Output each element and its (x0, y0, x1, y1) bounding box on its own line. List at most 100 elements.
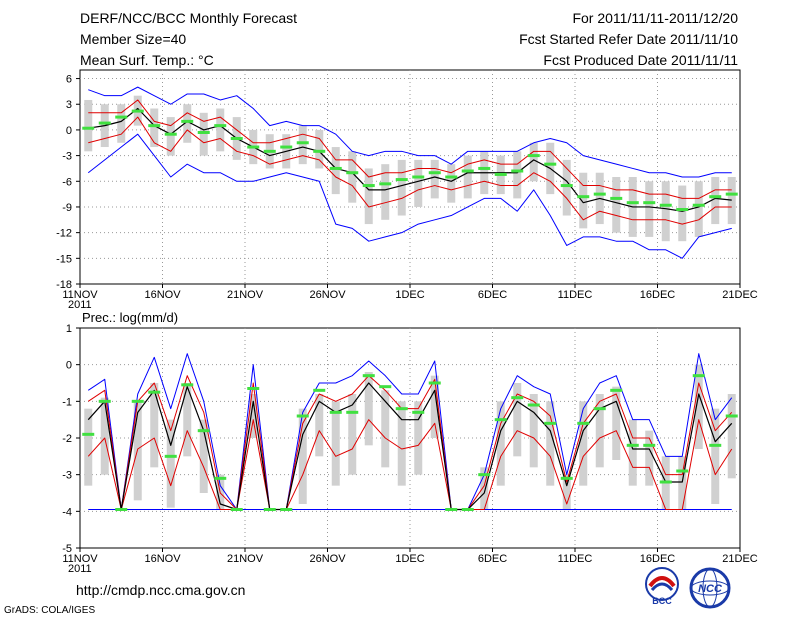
observed-marker (478, 166, 491, 170)
forecast-range: For 2011/11/11-2011/12/20 (572, 10, 738, 26)
header-right: For 2011/11/11-2011/12/20 Fcst Started R… (519, 10, 738, 73)
spread-box (480, 467, 489, 510)
spread-box (678, 456, 687, 510)
spread-box (348, 151, 357, 203)
y-tick-label: 6 (66, 74, 72, 86)
observed-marker (247, 145, 260, 149)
observed-marker (692, 203, 705, 207)
spread-box (612, 386, 621, 460)
spread-box (199, 419, 208, 493)
y-tick-label: 3 (66, 99, 72, 111)
spread-box (331, 147, 340, 195)
observed-marker (346, 171, 359, 175)
observed-marker (445, 175, 458, 179)
observed-marker (445, 508, 458, 511)
observed-marker (181, 119, 194, 123)
observed-marker (346, 410, 359, 414)
observed-marker (610, 196, 623, 200)
spread-box (381, 390, 390, 468)
observed-marker (709, 443, 722, 447)
observed-marker (82, 432, 95, 436)
member-size: Member Size=40 (80, 31, 187, 47)
observed-marker (296, 414, 309, 418)
ensemble-mean-line (88, 107, 732, 212)
observed-marker (610, 388, 623, 392)
x-tick-label: 11DEC (558, 553, 593, 565)
observed-marker (560, 476, 573, 480)
ensemble-min-line (87, 133, 732, 259)
x-tick-label: 21DEC (722, 289, 758, 301)
x-tick-label: 1DEC (395, 553, 424, 565)
y-tick-label: -1 (62, 396, 72, 408)
spread-box (579, 172, 588, 229)
spread-box (711, 177, 720, 225)
spread-box (381, 164, 390, 220)
bcc-logo-text: BCC (652, 596, 672, 606)
observed-marker (98, 121, 111, 125)
spread-box (249, 394, 258, 438)
spread-box (645, 181, 654, 237)
x-tick-label: 11NOV (62, 289, 98, 301)
x-tick-label: 11NOV (62, 553, 98, 565)
observed-marker (379, 182, 392, 186)
observed-marker (98, 399, 111, 403)
spread-box (463, 155, 472, 199)
spread-box (694, 364, 703, 449)
observed-marker (544, 162, 557, 166)
x-tick-label: 2011 (68, 299, 92, 311)
spread-box (183, 104, 192, 143)
spread-box (183, 383, 192, 457)
spread-box (166, 419, 175, 508)
variable-label: Mean Surf. Temp.: °C (80, 52, 214, 68)
spread-box (100, 397, 109, 475)
observed-marker (164, 132, 177, 136)
spread-box (414, 401, 423, 475)
spread-box (546, 401, 555, 486)
observed-marker (379, 385, 392, 389)
y-tick-label: -2 (62, 433, 72, 445)
observed-marker (626, 443, 639, 447)
observed-marker (659, 203, 672, 207)
observed-marker (197, 429, 210, 433)
x-tick-label: 2011 (68, 563, 92, 575)
spread-box (150, 383, 159, 468)
spread-box (84, 408, 93, 486)
spread-box (694, 181, 703, 237)
observed-marker (263, 508, 276, 511)
bcc-logo: BCC (642, 566, 682, 613)
chart-title: DERF/NCC/BCC Monthly Forecast (80, 10, 298, 26)
forecast-started-date: Fcst Started Refer Date 2011/11/10 (519, 31, 738, 47)
observed-marker (692, 374, 705, 378)
spread-box (315, 394, 324, 457)
observed-marker (527, 154, 540, 158)
ensemble-max-line (87, 353, 733, 510)
website-url[interactable]: http://cmdp.ncc.cma.gov.cn (76, 582, 246, 598)
plus-std-line (88, 99, 732, 199)
spread-box (579, 401, 588, 486)
minus-std-line (87, 419, 733, 510)
observed-marker (82, 126, 95, 130)
spread-box (414, 159, 423, 207)
x-tick-label: 11DEC (558, 289, 593, 301)
observed-marker (230, 136, 243, 140)
y-tick-label: -3 (62, 151, 72, 163)
y-tick-label: -6 (62, 176, 72, 188)
observed-marker (280, 508, 293, 511)
observed-marker (676, 469, 689, 473)
y-tick-label: -4 (62, 506, 72, 518)
spread-box (117, 104, 126, 143)
spread-box (397, 401, 406, 486)
observed-marker (577, 195, 590, 199)
observed-marker (148, 390, 161, 394)
observed-marker (313, 149, 326, 153)
observed-marker (230, 508, 243, 511)
observed-marker (329, 166, 342, 170)
observed-marker (725, 414, 738, 418)
x-tick-label: 1DEC (395, 289, 424, 301)
observed-marker (197, 130, 210, 134)
y-tick-label: -12 (56, 228, 72, 240)
observed-marker (511, 396, 524, 400)
spread-box (150, 108, 159, 148)
